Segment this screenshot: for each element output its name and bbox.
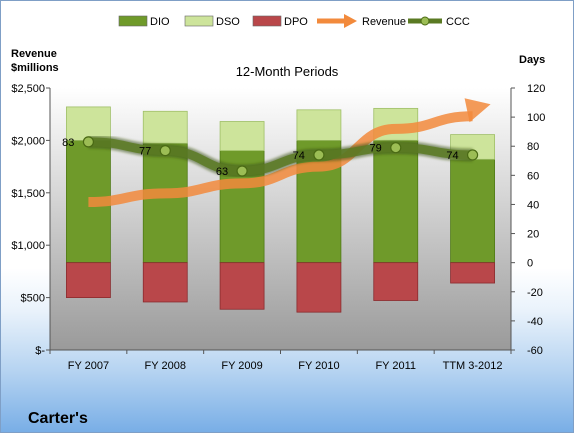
- dso-bar: [66, 106, 111, 141]
- x-tick-label: FY 2007: [68, 360, 109, 372]
- ccc-data-label: 63: [216, 166, 228, 178]
- left-tick-label: $-: [35, 345, 45, 357]
- ccc-data-label: 74: [293, 150, 305, 162]
- dso-bar: [219, 121, 265, 151]
- dio-bar: [373, 139, 419, 264]
- dpo-bar: [66, 262, 111, 298]
- ccc-point: [236, 165, 248, 177]
- ccc-data-label: 77: [139, 146, 151, 158]
- ccc-point: [82, 136, 95, 148]
- dpo-bar: [142, 262, 188, 303]
- x-tick-label: FY 2010: [298, 360, 339, 372]
- x-tick-label: FY 2011: [375, 360, 416, 372]
- legend-label: DPO: [284, 16, 308, 28]
- ccc-data-label: 79: [370, 143, 382, 155]
- revenue-trend: [88, 98, 491, 208]
- legend-label: Revenue: [362, 16, 406, 28]
- legend-label: CCC: [446, 16, 470, 28]
- ccc-point: [390, 142, 402, 154]
- right-tick-label: -40: [527, 316, 543, 328]
- ccc-point: [159, 144, 171, 157]
- legend-swatch: [344, 14, 357, 28]
- right-tick-label: 80: [527, 141, 539, 153]
- dpo-bar: [296, 262, 342, 313]
- chart-subtitle: 12-Month Periods: [236, 64, 339, 79]
- plot-area: [50, 88, 511, 350]
- ccc-point: [466, 149, 479, 161]
- right-tick-label: 60: [527, 170, 539, 182]
- revenue-arrowhead: [464, 98, 491, 123]
- right-tick-label: -20: [527, 287, 543, 299]
- right-tick-label: 0: [527, 258, 533, 270]
- left-tick-label: $2,000: [11, 135, 45, 147]
- chart-title: Carter's: [28, 410, 88, 427]
- dio-bar: [450, 158, 495, 264]
- x-tick-label: TTM 3-2012: [443, 360, 503, 372]
- dpo-bar: [219, 262, 265, 310]
- dso-bar: [142, 110, 188, 144]
- ccc-line: [88, 137, 473, 176]
- legend-label: DSO: [216, 16, 240, 28]
- ccc-data-label: 74: [446, 150, 458, 162]
- left-axis-title-line2: $millions: [11, 62, 59, 74]
- x-tick-label: FY 2009: [221, 360, 262, 372]
- right-tick-label: 100: [527, 112, 545, 124]
- ccc-point: [313, 149, 325, 161]
- right-tick-label: -60: [527, 345, 543, 357]
- ccc-data-label: 83: [62, 137, 74, 149]
- right-tick-label: 20: [527, 229, 539, 241]
- dso-bar: [296, 109, 342, 141]
- left-tick-label: $1,000: [11, 240, 45, 252]
- legend-label: DIO: [150, 16, 170, 28]
- dpo-bar: [450, 262, 495, 284]
- dpo-bar: [373, 262, 419, 301]
- right-axis-title: Days: [519, 54, 545, 66]
- legend-swatch: [118, 15, 148, 27]
- x-tick-label: FY 2008: [145, 360, 186, 372]
- left-tick-label: $1,500: [11, 188, 45, 200]
- left-tick-label: $2,500: [11, 83, 45, 95]
- legend: DIO DSO DPO Revenue CCC: [118, 14, 470, 28]
- right-tick-label: 120: [527, 83, 545, 95]
- left-axis-title-line1: Revenue: [11, 48, 57, 60]
- legend-swatch: [252, 15, 282, 27]
- dio-bar: [142, 142, 188, 264]
- axes: $- $500 $1,000 $1,500 $2,000 $2,500 -60 -40 -20 0…: [11, 83, 545, 372]
- left-tick-label: $500: [21, 293, 45, 305]
- legend-swatch: [184, 15, 214, 27]
- revenue-line: [88, 111, 473, 208]
- legend-swatch: [420, 16, 430, 26]
- right-tick-label: 40: [527, 199, 539, 211]
- ccc-line: [82, 135, 479, 178]
- labels: 83 77 63 74 79 74: [62, 137, 458, 178]
